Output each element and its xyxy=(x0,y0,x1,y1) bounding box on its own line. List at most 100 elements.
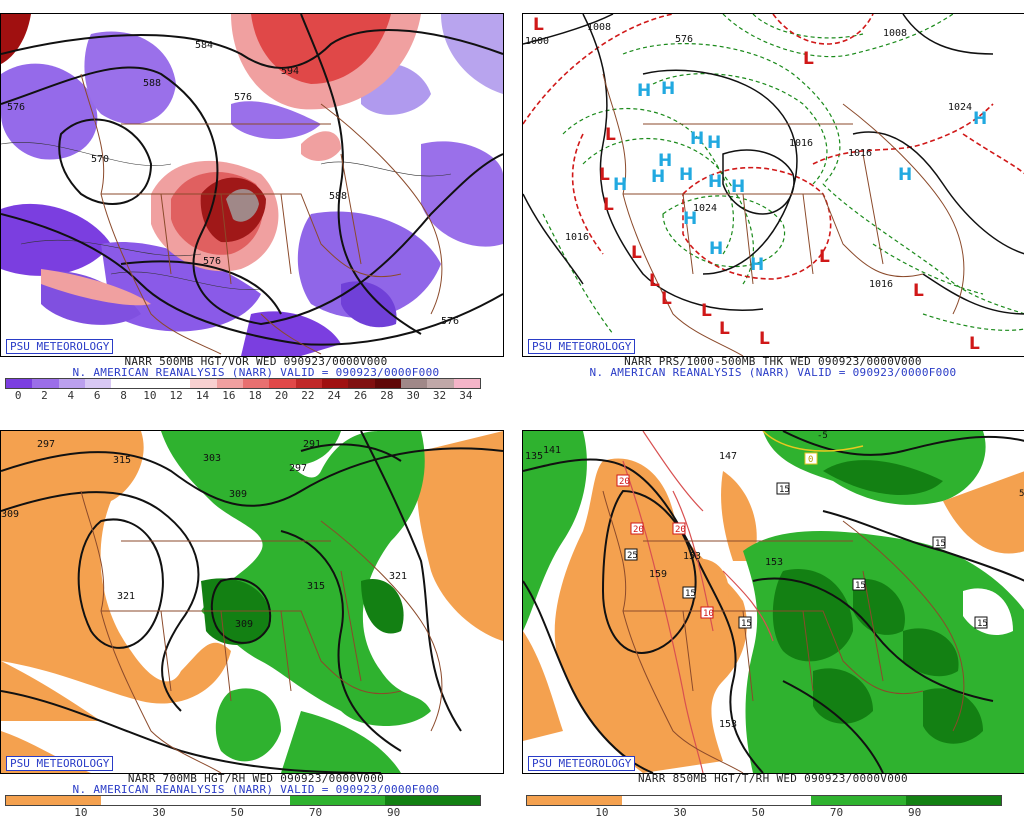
map-prs-thk: 1008 1008 1000 1016 1016 1024 1024 1016 … xyxy=(522,13,1024,357)
contour-label: 576 xyxy=(7,102,25,113)
low-symbol: L xyxy=(819,247,830,267)
high-symbol: H xyxy=(651,167,665,187)
colorbar-swatch xyxy=(137,379,164,388)
low-symbol: L xyxy=(913,281,924,301)
contour-label: 297 xyxy=(37,439,55,450)
colorbar-label: 2 xyxy=(41,389,48,402)
colorbar-swatch xyxy=(216,379,243,388)
map-850mb: 135 141 147 153 153 159 153 15 15 15 15 … xyxy=(522,430,1024,774)
panel-700mb-hgt-rh: 297 315 303 291 297 309 309 321 309 315 … xyxy=(0,410,512,820)
psu-badge: PSU METEOROLOGY xyxy=(528,756,636,771)
colorbar-swatch xyxy=(453,379,480,388)
isobar-label: 1016 xyxy=(789,138,813,149)
svg-text:15: 15 xyxy=(855,581,866,591)
isobar-label: 1024 xyxy=(693,203,717,214)
map-700mb-svg: 297 315 303 291 297 309 309 321 309 315 … xyxy=(1,431,503,773)
caption-title: NARR 700MB HGT/RH WED 090923/0000V000 xyxy=(127,772,385,785)
contour-labels: 297 315 303 291 297 309 309 321 309 315 … xyxy=(1,439,407,630)
map-850mb-svg: 135 141 147 153 153 159 153 15 15 15 15 … xyxy=(523,431,1024,773)
high-symbol: H xyxy=(661,79,675,99)
svg-text:0: 0 xyxy=(808,455,813,465)
colorbar-label: 70 xyxy=(308,806,323,819)
map-prs-thk-svg: 1008 1008 1000 1016 1016 1024 1024 1016 … xyxy=(523,14,1024,356)
colorbar-swatch xyxy=(321,379,349,388)
low-symbol: L xyxy=(631,243,642,263)
panel-850mb-hgt-t-rh: 135 141 147 153 153 159 153 15 15 15 15 … xyxy=(512,410,1024,820)
panel-500mb-hgt-vor: 584 588 576 576 576 570 594 588 576 PSU … xyxy=(0,0,512,410)
colorbar-label: 10 xyxy=(74,806,88,819)
colorbar-label: 26 xyxy=(353,389,368,402)
low-symbol: L xyxy=(701,301,712,321)
svg-text:25: 25 xyxy=(627,551,638,561)
colorbar-label: 30 xyxy=(152,806,166,819)
map-700mb: 297 315 303 291 297 309 309 321 309 315 … xyxy=(0,430,504,774)
colorbar-label: 50 xyxy=(230,806,244,819)
svg-text:15: 15 xyxy=(779,485,790,495)
isobar-label: 1016 xyxy=(565,232,589,243)
colorbar-label: 12 xyxy=(169,389,183,402)
colorbar-rh-850-labels: 10 30 50 70 90 xyxy=(526,806,1000,819)
colorbar-label: 8 xyxy=(120,389,127,402)
contour-label: 297 xyxy=(289,463,307,474)
caption-valid: N. AMERICAN REANALYSIS (NARR) VALID = 09… xyxy=(72,783,440,796)
caption-valid: N. AMERICAN REANALYSIS (NARR) VALID = 09… xyxy=(589,366,957,379)
colorbar-label: 20 xyxy=(274,389,289,402)
temp-box-yellow: -5 xyxy=(817,431,828,441)
colorbar-label: 24 xyxy=(327,389,341,402)
colorbar-label: 4 xyxy=(67,389,75,402)
colorbar-swatch xyxy=(242,379,270,388)
contour-label: 141 xyxy=(543,445,561,456)
temp-box-red: 20 xyxy=(616,474,630,487)
low-symbol: L xyxy=(605,125,616,145)
map-500mb: 584 588 576 576 576 570 594 588 576 PSU … xyxy=(0,13,504,357)
high-symbol: H xyxy=(613,175,627,195)
high-symbol: H xyxy=(637,81,651,101)
colorbar-swatch xyxy=(400,379,428,388)
contour-label: 309 xyxy=(235,619,253,630)
colorbar-swatch xyxy=(427,379,454,388)
temp-box-black: 15 xyxy=(738,616,752,629)
temperature-boxes: 15 15 15 15 15 15 20 20 20 25 10 -5 0 5 xyxy=(616,431,1024,629)
contour-label: 321 xyxy=(117,591,135,602)
colorbar-label: 32 xyxy=(432,389,447,402)
high-symbol: H xyxy=(679,165,693,185)
colorbar-label: 30 xyxy=(673,806,687,819)
contour-label: 303 xyxy=(203,453,221,464)
high-pressure-symbols: H H H H H H H H H H H H H H H xyxy=(613,79,987,275)
psu-badge: PSU METEOROLOGY xyxy=(528,339,636,354)
svg-text:-5: -5 xyxy=(817,431,828,441)
colorbar-swatch xyxy=(6,379,33,388)
colorbar-label: 10 xyxy=(143,389,157,402)
contour-labels: 135 141 147 153 153 159 153 xyxy=(525,445,783,730)
low-symbol: L xyxy=(759,329,770,349)
contour-label: 594 xyxy=(281,66,299,77)
low-symbol: L xyxy=(719,319,730,339)
panel-prs-thk: 1008 1008 1000 1016 1016 1024 1024 1016 … xyxy=(512,0,1024,410)
contour-label: 309 xyxy=(229,489,247,500)
contour-label: 159 xyxy=(649,569,667,580)
svg-text:15: 15 xyxy=(741,619,752,629)
contour-label: 576 xyxy=(234,92,252,103)
svg-text:10: 10 xyxy=(703,609,714,619)
colorbar-swatch xyxy=(374,379,401,388)
colorbar-label: 30 xyxy=(406,389,420,402)
temp-box-yellow: 0 xyxy=(804,452,818,465)
caption-valid: N. AMERICAN REANALYSIS (NARR) VALID = 09… xyxy=(72,366,440,379)
map-500mb-svg: 584 588 576 576 576 570 594 588 576 xyxy=(1,14,503,356)
temp-box-red: 20 xyxy=(672,522,686,535)
caption-title: NARR 500MB HGT/VOR WED 090923/0000V000 xyxy=(124,355,388,368)
colorbar-swatch xyxy=(269,379,296,388)
high-symbol: H xyxy=(707,133,721,153)
colorbar-label: 70 xyxy=(829,806,844,819)
temp-box-red: 10 xyxy=(700,606,714,619)
contour-label: 135 xyxy=(525,451,543,462)
contour-label: 570 xyxy=(91,154,109,165)
colorbar-label: 6 xyxy=(93,389,101,402)
colorbar-label: 18 xyxy=(248,389,262,402)
contour-label: 315 xyxy=(113,455,131,466)
low-symbol: L xyxy=(649,271,660,291)
colorbar-label: 10 xyxy=(595,806,609,819)
contour-label: 153 xyxy=(765,557,783,568)
colorbar-rh xyxy=(5,795,481,806)
temp-box-black: 15 xyxy=(776,482,790,495)
